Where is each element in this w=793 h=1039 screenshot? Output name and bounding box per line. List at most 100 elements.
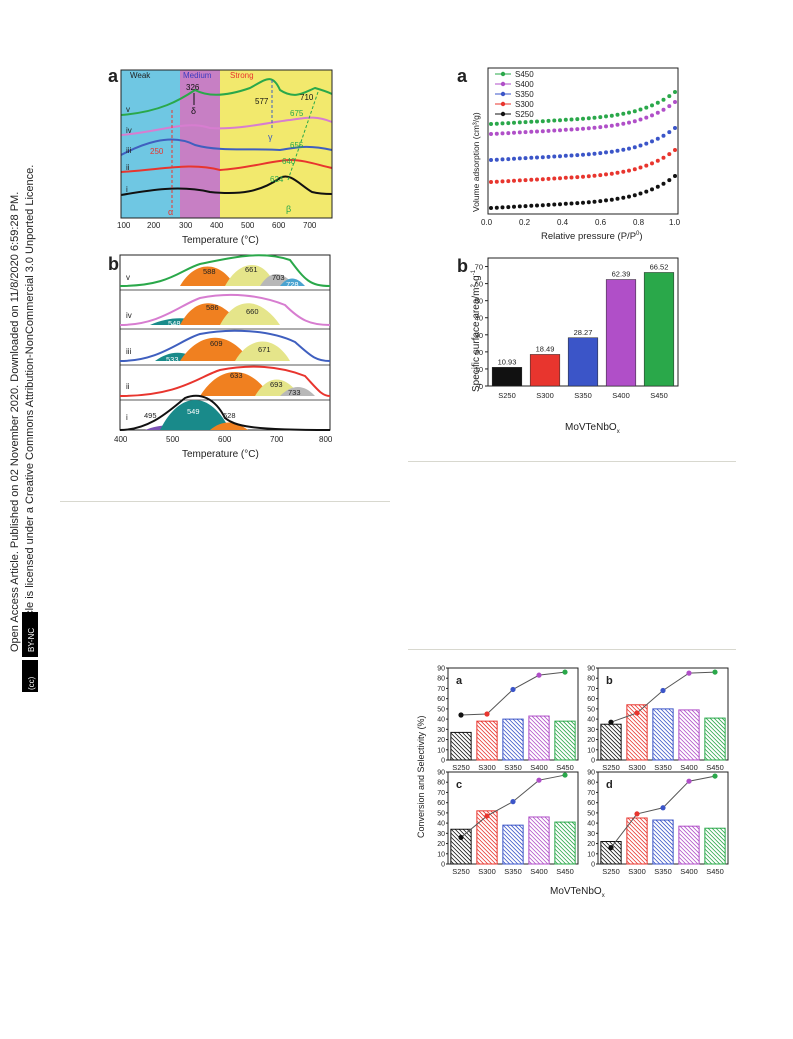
trace-b-label-ii: ii [126,382,130,391]
conv-ytick-label: 40 [437,717,445,724]
cc-badge-cc: (cc) [27,676,36,690]
peak-iii-671 [235,341,290,361]
isotherm-point [517,130,522,135]
conv-bar-hatch [554,856,563,865]
conv-ytick-label: 40 [587,717,595,724]
conv-bar-hatch [603,723,622,742]
conv-bar-hatch [600,732,622,754]
right-b-letter: b [457,256,468,276]
greek-alpha: α [168,207,173,217]
conv-bar-hatch [528,816,550,838]
conv-ytick-label: 50 [437,810,445,817]
isotherm-point [575,153,580,158]
left-a-xtick-500: 500 [241,221,255,230]
isotherm-point [540,119,545,124]
isotherm-point [592,151,597,156]
conv-ytick-label: 0 [591,758,595,765]
conv-bar-hatch [540,816,550,826]
conv-point [562,669,568,675]
conv-bar-hatch [719,827,726,834]
conv-bar-hatch [611,723,622,734]
conv-chart-group: a 0 10 20 30 40 50 60 70 80 90 S250 S300 S350 S400 S450… [437,666,729,876]
isotherm-point [489,122,493,126]
conv-bar-hatch [664,708,674,718]
conv-bar-hatch [721,717,726,722]
isotherm-point [529,129,534,134]
conv-bar-hatch [678,732,700,754]
isotherm-point [494,205,499,210]
conv-bar-hatch [476,836,498,858]
isotherm-point [500,121,505,126]
bet-value-label: 10.93 [498,357,517,366]
isotherm-point [627,168,631,173]
conv-bar-hatch [571,821,576,826]
region-weak-label: Weak [130,71,151,80]
conv-bar-hatch [600,848,617,865]
conv-bar-hatch [626,708,648,730]
conv-point [660,805,666,811]
left-b-xtick-600: 600 [218,435,232,444]
isotherm-point [575,201,580,206]
conv-bar-hatch [504,718,524,738]
isotherm-point [512,204,516,209]
isotherm-point [494,179,499,184]
peak-label-549: 549 [187,407,200,416]
conv-bar-hatch [502,828,524,850]
by-badge[interactable]: BY-NC [22,612,38,657]
conv-category-label: S250 [602,763,620,772]
conv-bar-hatch [502,736,524,758]
conv-ytick-label: 70 [587,686,595,693]
isotherm-point [655,136,660,141]
conv-bar-hatch [465,732,472,738]
conv-bar-hatch [704,752,713,761]
conv-bar-hatch [626,736,648,758]
conv-bar-hatch [554,744,571,761]
conv-bar-hatch [678,856,687,865]
greek-gamma: γ [268,132,273,142]
conv-bar-hatch [502,848,519,865]
conv-ytick-label: 80 [437,780,445,787]
beta-line [287,91,319,181]
isotherm-point [615,196,620,201]
conv-bar-hatch [502,728,524,750]
conv-bar-hatch [492,720,498,726]
conv-bar-hatch [626,848,643,865]
right-a-frame [487,67,679,215]
isotherm-point [661,107,666,112]
isotherm-point [512,130,516,135]
conv-bar-hatch [502,720,524,742]
conv-category-label: S300 [478,763,496,772]
bet-bar [605,279,637,387]
conv-bar-hatch [600,860,605,865]
conv-bar-hatch [528,848,545,865]
conv-bar-hatch [554,824,576,846]
conv-panel-letter: c [456,779,462,791]
peak-label-628: 628 [223,411,236,420]
conv-bar-hatch [605,841,622,858]
svg-text:S450: S450 [515,70,534,79]
left-a-xtick-600: 600 [272,221,286,230]
region-weak [121,70,180,218]
conv-bar-hatch [704,728,726,750]
conv-panel-b: b 0 10 20 30 40 50 60 70 80 90 S250 S300 S350 S400 S450 [587,666,729,772]
cc-badge[interactable]: (cc) [22,660,38,692]
conv-ytick-label: 20 [437,841,445,848]
conv-bar-hatch [652,824,674,846]
conv-bar-hatch [626,732,648,754]
conv-bar-hatch [695,709,700,714]
conv-bar-hatch [450,752,459,761]
conv-bar [600,841,622,865]
conv-bar-hatch [643,817,648,822]
bet-value-label: 66.52 [650,262,669,271]
peak-iv-660 [220,303,280,325]
isotherm-point [604,198,608,203]
label-577: 577 [255,97,269,106]
conv-point [712,669,718,675]
conv-bar-hatch [691,825,700,834]
conv-panel-c: c 0 10 20 30 40 50 60 70 80 90 S250 S300 S350 S400 S450 [437,770,579,876]
isotherm-point [558,118,562,123]
conv-bar-hatch [554,832,576,854]
isotherm-point [546,176,551,181]
isotherm-point [655,184,660,189]
conv-bar-hatch [638,704,648,714]
